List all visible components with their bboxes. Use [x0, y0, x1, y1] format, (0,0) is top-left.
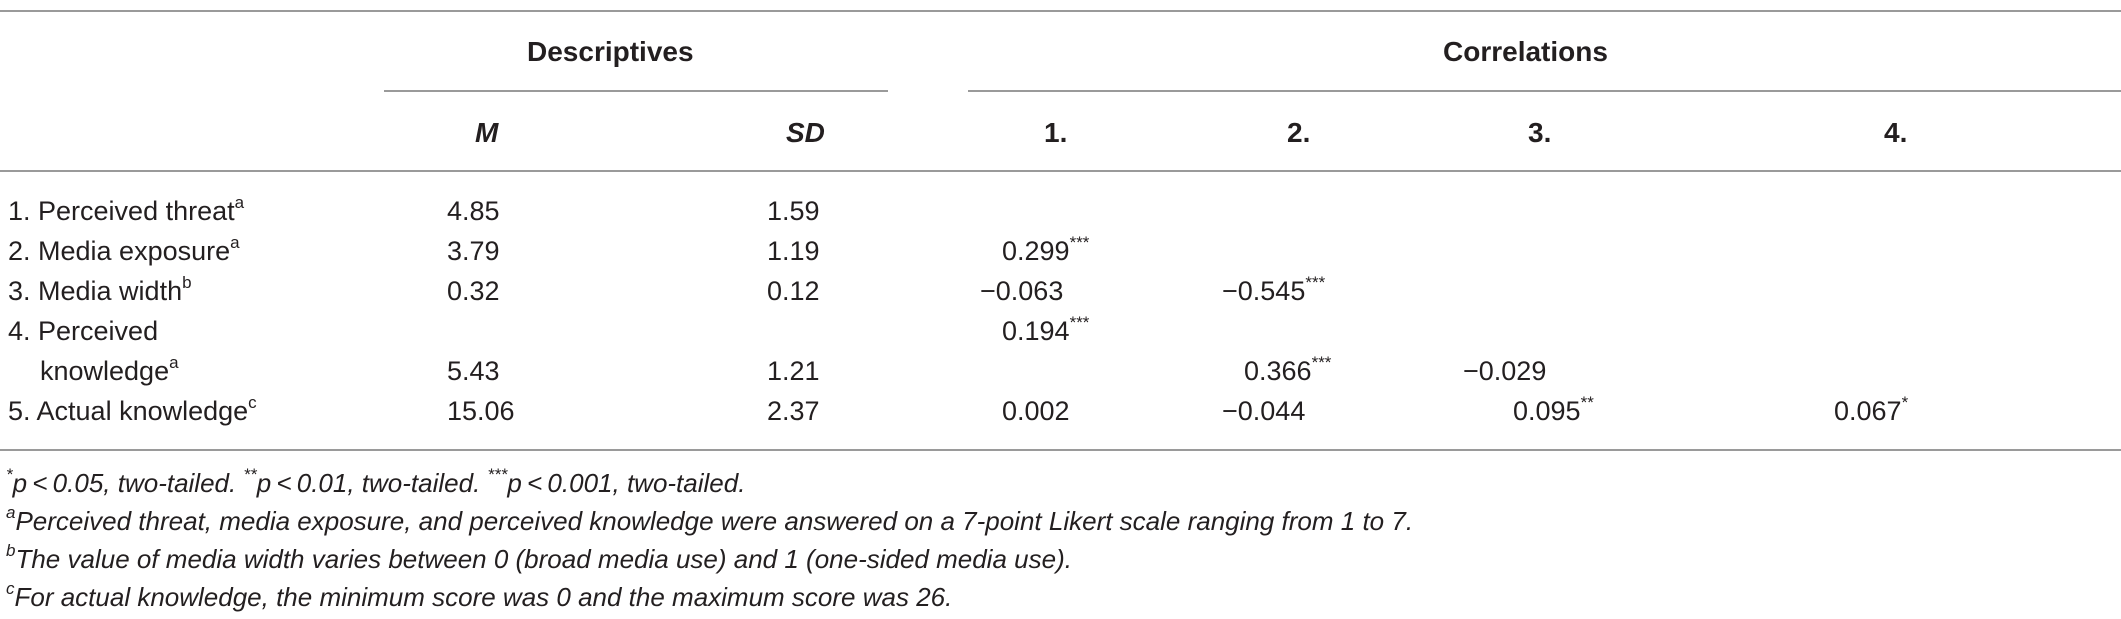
header-rule	[0, 170, 2121, 172]
col-header-4: 4.	[1884, 117, 1908, 148]
descriptives-rule	[384, 90, 888, 92]
correlations-rule	[968, 90, 2121, 92]
cell-sd: 1.21	[767, 356, 820, 386]
cell-corr-1: 0.299***	[1002, 233, 1090, 266]
cell-m: 4.85	[447, 196, 500, 226]
col-header-1: 1.	[1044, 117, 1068, 148]
cell-corr-1: 0.194***	[1002, 313, 1090, 346]
row-label: 5. Actual knowledgec	[8, 393, 257, 426]
cell-m: 3.79	[447, 236, 500, 266]
cell-sd: 1.59	[767, 196, 820, 226]
row-label: 4. Perceived	[8, 316, 159, 346]
row-label: 1. Perceived threata	[8, 193, 245, 226]
cell-corr-2: −0.044	[1222, 396, 1306, 426]
cell-corr-2: −0.545***	[1222, 273, 1326, 306]
cell-sd: 0.12	[767, 276, 820, 306]
bottom-rule	[0, 449, 2121, 451]
col-header-3: 3.	[1528, 117, 1552, 148]
cell-corr-2: 0.366***	[1244, 353, 1332, 386]
cell-corr-4: 0.067*	[1834, 393, 1909, 426]
col-header-m: M	[475, 117, 499, 148]
cell-corr-1: −0.063	[980, 276, 1064, 306]
row-label: 2. Media exposurea	[8, 233, 240, 266]
row-label: 3. Media widthb	[8, 273, 192, 306]
row-label-continued: knowledgea	[40, 353, 179, 386]
cell-corr-1: 0.002	[1002, 396, 1070, 426]
correlations-header: Correlations	[1443, 36, 1608, 67]
col-header-2: 2.	[1287, 117, 1311, 148]
descriptives-header: Descriptives	[527, 36, 694, 67]
cell-corr-3: 0.095**	[1513, 393, 1594, 426]
cell-sd: 2.37	[767, 396, 820, 426]
footnote-significance: *p < 0.05, two-tailed. **p < 0.01, two-t…	[6, 465, 746, 498]
cell-m: 15.06	[447, 396, 515, 426]
cell-m: 5.43	[447, 356, 500, 386]
footnote-b: bThe value of media width varies between…	[6, 541, 1072, 574]
cell-corr-3: −0.029	[1463, 356, 1547, 386]
col-header-sd: SD	[786, 117, 825, 148]
footnote-a: aPerceived threat, media exposure, and p…	[6, 503, 1414, 536]
cell-m: 0.32	[447, 276, 500, 306]
top-rule	[0, 10, 2121, 12]
cell-sd: 1.19	[767, 236, 820, 266]
footnote-c: cFor actual knowledge, the minimum score…	[6, 579, 953, 612]
